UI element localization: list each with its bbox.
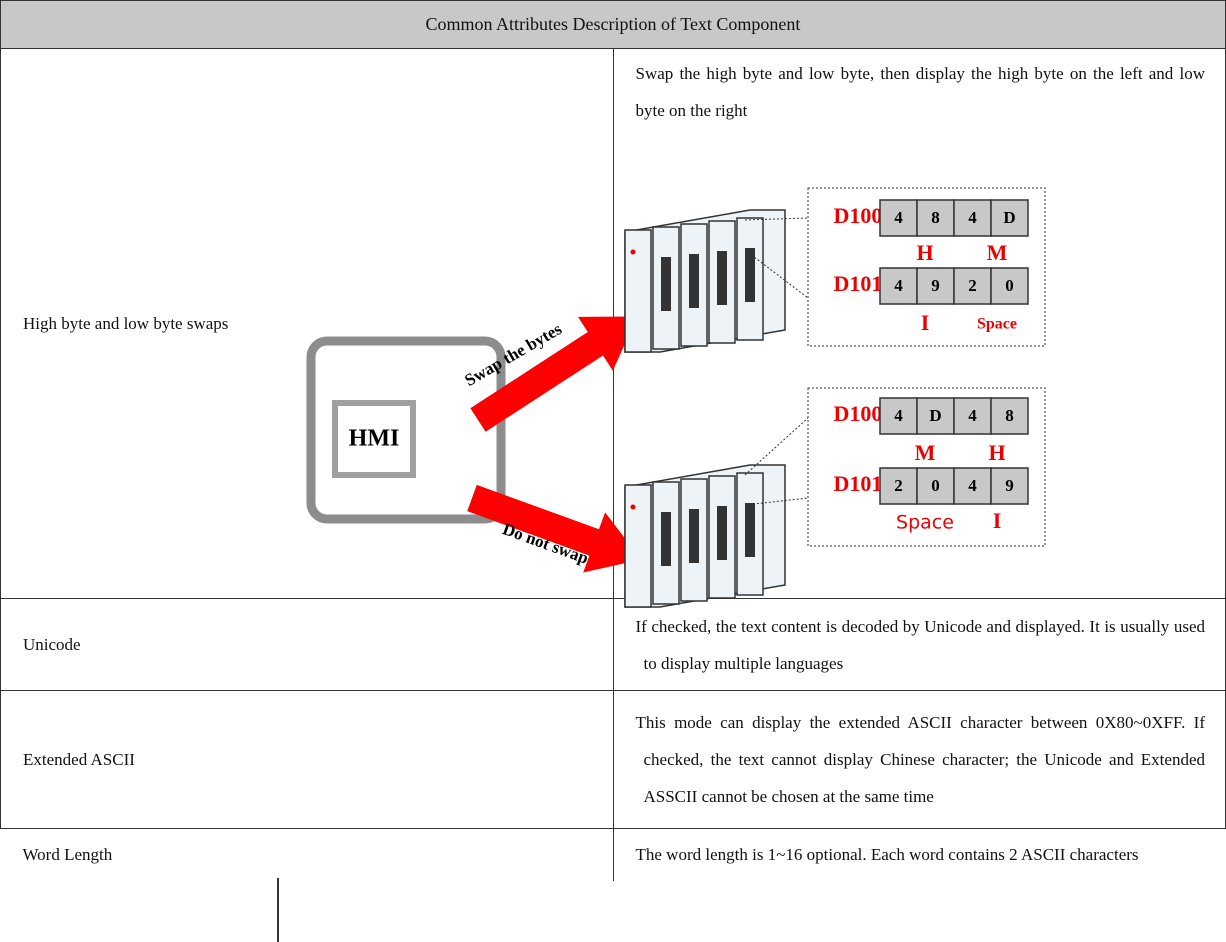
byte-label: M	[987, 240, 1008, 265]
byte-cell	[990, 467, 1029, 505]
plc-led	[630, 249, 636, 255]
register-box	[807, 387, 1046, 547]
byte-value: 4	[894, 276, 903, 295]
byte-value: D	[929, 406, 941, 425]
leader	[744, 217, 809, 221]
byte-value: 0	[1005, 276, 1014, 295]
plc-slot	[717, 506, 727, 560]
byte-value: 8	[1005, 406, 1014, 425]
byte-cell	[916, 199, 955, 237]
table-title: Common Attributes Description of Text Co…	[0, 0, 1226, 49]
hmi-label: HMI	[349, 426, 400, 452]
byte-label: H	[988, 440, 1005, 465]
byte-value: 4	[894, 406, 903, 425]
plc-led	[630, 504, 636, 510]
byte-label: I	[921, 310, 930, 335]
no-swap-arrow	[467, 484, 642, 573]
byte-label: Space	[896, 512, 954, 534]
plc-slot	[717, 251, 727, 305]
byte-value: 4	[894, 208, 903, 227]
plc-slot	[661, 512, 671, 566]
leader	[744, 497, 809, 506]
byte-value: 2	[968, 276, 977, 295]
byte-value: 8	[931, 208, 940, 227]
leader	[744, 249, 809, 299]
attribute-name: Extended ASCII	[0, 690, 614, 829]
register-box	[807, 187, 1046, 347]
byte-cell	[990, 267, 1029, 305]
byte-cell	[916, 267, 955, 305]
byte-value: 2	[894, 476, 903, 495]
swap-arrow	[470, 316, 638, 432]
byte-label: Space	[977, 316, 1017, 333]
plc-slot	[745, 503, 755, 557]
attribute-description: This mode can display the extended ASCII…	[612, 690, 1226, 829]
byte-cell	[916, 397, 955, 435]
byte-value: 4	[968, 208, 977, 227]
register-name: D101	[834, 471, 883, 496]
plc-module	[624, 484, 652, 608]
byte-value: 4	[968, 406, 977, 425]
attribute-name: Word Length	[0, 828, 614, 881]
plc-slot	[689, 254, 699, 308]
register-name: D100	[834, 401, 883, 426]
byte-value: 9	[931, 276, 940, 295]
byte-value: 9	[1005, 476, 1014, 495]
byte-label: M	[915, 440, 936, 465]
byte-value: D	[1003, 208, 1015, 227]
attribute-table: Common Attributes Description of Text Co…	[0, 0, 1226, 881]
byte-cell	[916, 467, 955, 505]
plc-slot	[689, 509, 699, 563]
byte-cell	[953, 199, 992, 237]
register-name: D101	[834, 271, 883, 296]
register-name: D100	[834, 203, 883, 228]
byte-label: I	[993, 508, 1002, 533]
byte-cell	[879, 199, 918, 237]
byte-value: 0	[931, 476, 940, 495]
byte-cell	[990, 397, 1029, 435]
plc-slot	[661, 257, 671, 311]
attribute-description: If checked, the text content is decoded …	[612, 598, 1226, 691]
byte-cell	[879, 267, 918, 305]
plc-module	[624, 229, 652, 353]
byte-cell	[990, 199, 1029, 237]
attribute-name: Unicode	[0, 598, 614, 691]
attribute-description: The word length is 1~16 optional. Each w…	[613, 828, 1226, 881]
byte-value: 4	[968, 476, 977, 495]
column-divider	[277, 878, 279, 942]
plc-slot	[745, 248, 755, 302]
hmi-screen	[332, 400, 416, 478]
byte-label: H	[916, 240, 933, 265]
